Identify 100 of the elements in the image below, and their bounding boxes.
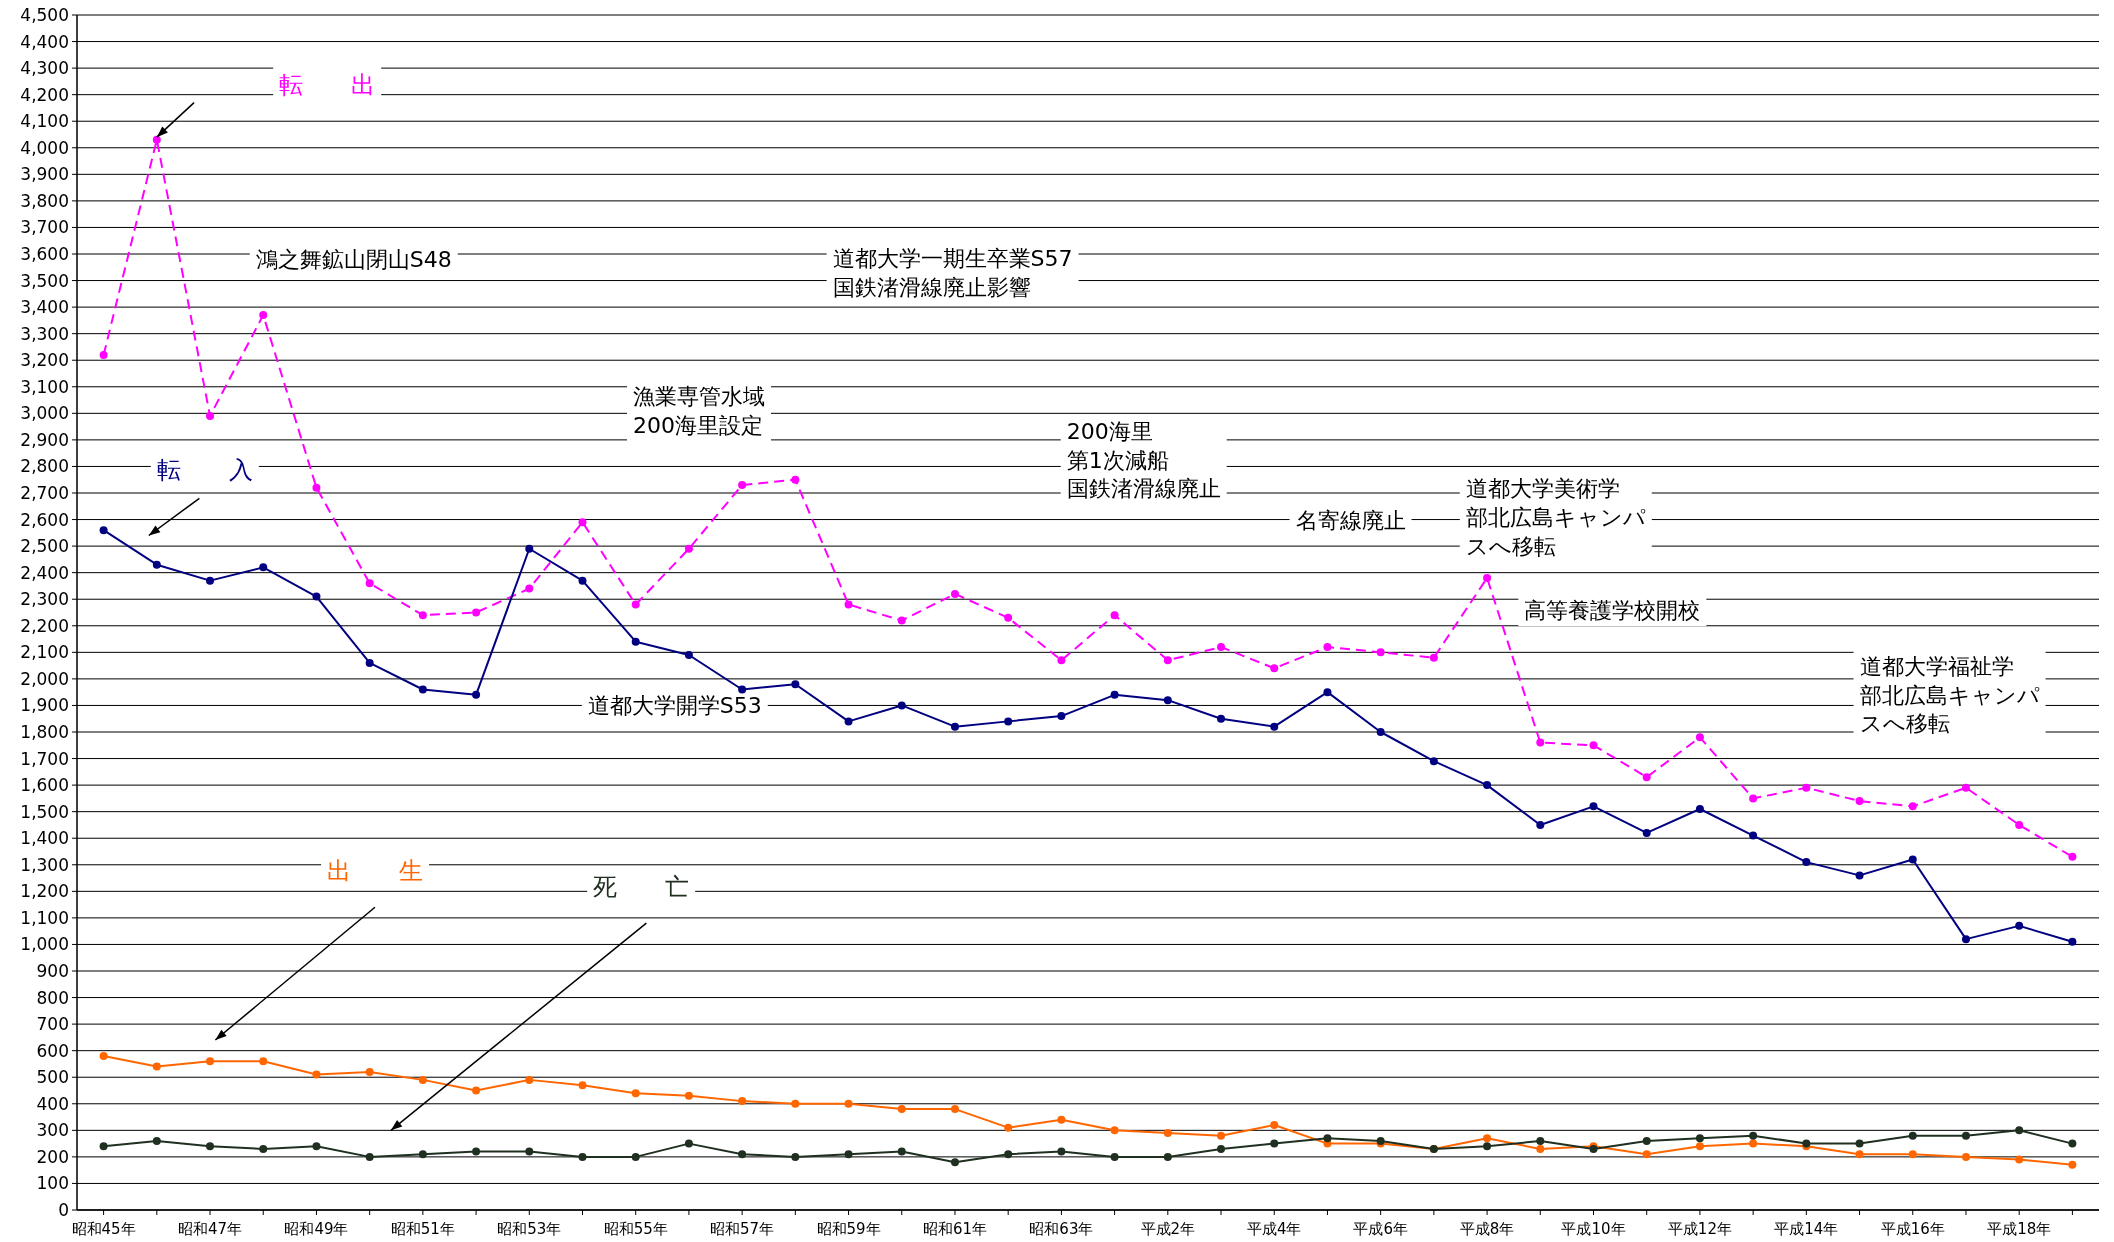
point <box>152 560 161 569</box>
point <box>1908 1131 1917 1140</box>
point <box>472 1086 481 1095</box>
point <box>152 1062 161 1071</box>
point <box>950 1105 959 1114</box>
point <box>1483 573 1492 582</box>
annotation: 鴻之舞鉱山閉山S48 <box>255 247 452 273</box>
point <box>738 1097 747 1106</box>
y-tick-label: 0 <box>58 1200 69 1220</box>
x-tick-label: 平成18年 <box>1987 1220 2052 1238</box>
point <box>1270 664 1279 673</box>
point <box>684 1091 693 1100</box>
point <box>1961 783 1970 792</box>
x-tick-label: 昭和53年 <box>497 1220 562 1238</box>
point <box>2068 937 2077 946</box>
y-tick-label: 2,200 <box>20 615 69 636</box>
point <box>631 600 640 609</box>
point <box>1057 712 1066 721</box>
point <box>791 1152 800 1161</box>
point <box>791 475 800 484</box>
point <box>312 1070 321 1079</box>
point <box>578 518 587 527</box>
point <box>2015 820 2024 829</box>
point <box>1270 722 1279 731</box>
point <box>1802 783 1811 792</box>
y-tick-label: 2,500 <box>20 536 69 557</box>
point <box>578 576 587 585</box>
point <box>1057 1115 1066 1124</box>
point <box>1483 1134 1492 1143</box>
point <box>1270 1121 1279 1130</box>
point <box>1163 696 1172 705</box>
point <box>1057 656 1066 665</box>
y-tick-label: 3,900 <box>20 164 69 185</box>
y-tick-label: 2,800 <box>20 456 69 477</box>
point <box>684 544 693 553</box>
y-tick-label: 900 <box>36 961 69 981</box>
point <box>1749 1131 1758 1140</box>
y-tick-label: 2,100 <box>20 642 69 663</box>
x-tick-label: 昭和51年 <box>390 1220 455 1238</box>
y-tick-label: 100 <box>36 1173 69 1194</box>
point <box>99 1142 108 1151</box>
annotation: 200海里第1次減船国鉄渚滑線廃止 <box>1066 419 1221 502</box>
point <box>897 701 906 710</box>
point <box>1536 1136 1545 1145</box>
y-tick-label: 3,800 <box>20 190 69 211</box>
point <box>312 592 321 601</box>
point <box>1217 1131 1226 1140</box>
point <box>1855 1139 1864 1148</box>
point <box>1695 733 1704 742</box>
point <box>631 1089 640 1098</box>
point <box>1376 728 1385 736</box>
y-tick-label: 3,500 <box>20 270 69 291</box>
point <box>1376 648 1385 657</box>
point <box>1749 831 1758 840</box>
y-tick-label: 1,000 <box>20 934 69 955</box>
point <box>1961 1131 1970 1140</box>
point <box>1855 797 1864 806</box>
point <box>525 584 534 593</box>
y-tick-label: 1,500 <box>20 801 69 822</box>
y-tick-label: 800 <box>36 987 69 1008</box>
point <box>99 350 108 359</box>
point <box>684 650 693 659</box>
point <box>1004 717 1013 726</box>
y-tick-label: 2,000 <box>20 668 69 689</box>
point <box>1642 773 1651 782</box>
point <box>312 483 321 492</box>
point <box>950 722 959 731</box>
x-tick-label: 平成4年 <box>1246 1220 1302 1238</box>
point <box>1004 613 1013 622</box>
point <box>1961 935 1970 944</box>
point <box>312 1142 321 1151</box>
point <box>472 690 481 699</box>
y-tick-label: 2,700 <box>20 483 69 503</box>
point <box>844 717 853 726</box>
y-tick-label: 1,200 <box>20 881 69 902</box>
point <box>1695 1134 1704 1143</box>
point <box>206 1057 215 1066</box>
point <box>1961 1152 1970 1161</box>
point <box>1323 1134 1332 1143</box>
point <box>259 1057 268 1066</box>
y-tick-label: 1,800 <box>20 722 69 742</box>
point <box>631 637 640 646</box>
point <box>1163 1128 1172 1137</box>
y-tick-label: 200 <box>36 1146 69 1167</box>
point <box>259 311 268 320</box>
annotation: 名寄線廃止 <box>1295 507 1406 533</box>
point <box>897 1105 906 1114</box>
y-tick-label: 500 <box>36 1067 69 1088</box>
y-tick-label: 1,700 <box>20 748 69 769</box>
y-tick-label: 3,400 <box>20 297 69 318</box>
point <box>472 1147 481 1156</box>
y-tick-label: 1,600 <box>20 775 69 796</box>
point <box>844 1099 853 1108</box>
point <box>684 1139 693 1148</box>
point <box>950 589 959 598</box>
point <box>525 1147 534 1156</box>
y-tick-label: 2,400 <box>20 562 69 583</box>
x-tick-label: 平成8年 <box>1459 1220 1515 1238</box>
point <box>1217 1144 1226 1153</box>
y-tick-label: 3,300 <box>20 323 69 344</box>
